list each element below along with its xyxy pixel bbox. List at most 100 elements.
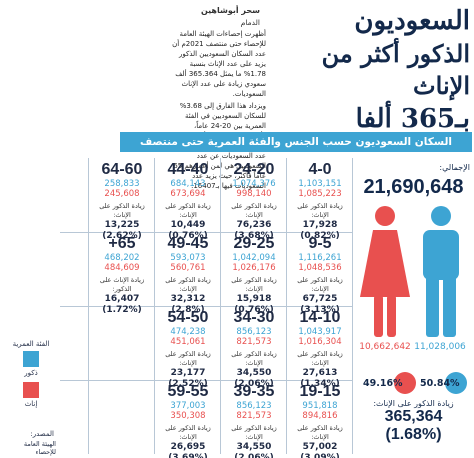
male-count: 468,202 (104, 253, 140, 263)
female-count: 998,140 (236, 189, 272, 199)
increase-label: زيادة الإناث على الذكور: (99, 276, 145, 293)
divider (352, 158, 353, 454)
female-percentage: 49.16% (363, 378, 403, 389)
headline-line-3: بـ365 ألفا (355, 104, 470, 134)
female-count: 673,694 (170, 189, 206, 199)
age-group-cell: 65+ 468,202 484,609 زيادة الإناث على الذ… (91, 235, 153, 316)
age-range: 39-35 (233, 383, 275, 400)
increase-label: زيادة الذكور على الإناث: (231, 350, 277, 367)
age-range: 65+ (108, 235, 136, 252)
age-group-cell: 9-5 1,116,261 1,048,536 زيادة الذكور على… (289, 235, 351, 316)
source-label: المصدر: (30, 430, 54, 438)
age-group-cell: 4-0 1,103,151 1,085,223 زيادة الذكور على… (289, 161, 351, 242)
age-range: 64-60 (101, 161, 143, 178)
female-swatch (394, 372, 416, 394)
female-count: 894,816 (302, 411, 338, 421)
male-count: 1,116,261 (298, 253, 342, 263)
increase-value: 27,613 (1.34%) (300, 368, 340, 389)
divider (60, 232, 352, 233)
increase-value: 57,002 (3.09%) (300, 442, 340, 458)
age-range: 19-15 (299, 383, 341, 400)
increase-label: زيادة الذكور على الإناث: (373, 399, 454, 408)
legend-title: الفئة العمرية (12, 340, 50, 348)
increase-value: 10,449 (0.76%) (168, 220, 208, 241)
male-count: 856,123 (236, 327, 272, 337)
increase-label: زيادة الذكور على الإناث: (165, 202, 211, 219)
headline-line-2: الذكور أكثر من الإناث (321, 39, 470, 100)
male-count: 474,238 (170, 327, 206, 337)
increase-value: 16,407 (1.72%) (102, 294, 142, 315)
age-group-cell: 64-60 258,833 245,608 زيادة الذكور على ا… (91, 161, 153, 242)
byline: سحر أبوشاهين (200, 6, 260, 15)
female-count: 560,761 (170, 263, 206, 273)
age-range: 14-10 (299, 309, 341, 326)
male-count: 1,042,094 (232, 253, 276, 263)
increase-label: زيادة الذكور على الإناث: (231, 202, 277, 219)
increase-label: زيادة الذكور على الإناث: (231, 424, 277, 441)
male-count: 593,073 (170, 253, 206, 263)
male-count: 951,818 (302, 401, 338, 411)
female-count: 821,573 (236, 411, 272, 421)
female-count: 245,608 (104, 189, 140, 199)
divider (60, 306, 352, 307)
age-group-cell: 14-10 1,043,917 1,016,304 زيادة الذكور ع… (289, 309, 351, 390)
headline-line-1: السعوديون (354, 6, 470, 36)
increase-label: زيادة الذكور على الإناث: (231, 276, 277, 293)
total-value: 21,690,648 (363, 176, 464, 198)
increase-value: 365,364 (1.68%) (384, 408, 443, 443)
male-count: 258,833 (104, 179, 140, 189)
age-range: 59-55 (167, 383, 209, 400)
male-count: 377,003 (170, 401, 206, 411)
age-group-cell: 59-55 377,003 350,308 زيادة الذكور على ا… (157, 383, 219, 458)
divider (60, 380, 352, 381)
female-total: 10,662,642 (359, 342, 411, 352)
legend-male-label: ذكور (24, 369, 38, 377)
increase-value: 34,550 (2.06%) (234, 368, 274, 389)
increase-value: 26,695 (3.69%) (168, 442, 208, 458)
age-group-cell: 34-30 856,123 821,573 زيادة الذكور على ا… (223, 309, 285, 390)
chart-banner: السكان السعوديون حسب الجنس والفئة العمري… (120, 132, 472, 168)
female-count: 1,026,176 (232, 263, 276, 273)
male-count: 856,123 (236, 401, 272, 411)
male-count: 684,143 (170, 179, 206, 189)
age-range: 24-20 (233, 161, 275, 178)
increase-label: زيادة الذكور على الإناث: (165, 276, 211, 293)
age-range: 44-40 (167, 161, 209, 178)
increase-value: 67,725 (3.13%) (300, 294, 340, 315)
female-count: 451,061 (170, 337, 206, 347)
increase-label: زيادة الذكور على الإناث: (297, 276, 343, 293)
male-figure-icon (423, 206, 459, 337)
age-group-cell: 49-45 593,073 560,761 زيادة الذكور على ا… (157, 235, 219, 316)
legend-female-label: إناث (24, 400, 38, 408)
age-range: 34-30 (233, 309, 275, 326)
male-swatch (445, 372, 467, 394)
increase-label: زيادة الذكور على الإناث: (165, 424, 211, 441)
male-count: 1,043,917 (298, 327, 342, 337)
age-group-cell: 19-15 951,818 894,816 زيادة الذكور على ا… (289, 383, 351, 458)
age-group-cell: 29-25 1,042,094 1,026,176 زيادة الذكور ع… (223, 235, 285, 316)
female-count: 1,085,223 (298, 189, 342, 199)
legend: الفئة العمرية ذكور إناث (6, 340, 56, 413)
increase-value: 32,312 (2.8%) (170, 294, 206, 315)
age-group-cell: 39-35 856,123 821,573 زيادة الذكور على ا… (223, 383, 285, 458)
age-range: 4-0 (308, 161, 332, 178)
age-range: 49-45 (167, 235, 209, 252)
increase-label: زيادة الذكور على الإناث: (99, 202, 145, 219)
dateline-city: الدمام (240, 18, 260, 27)
increase-value: 76,236 (3.68%) (234, 220, 274, 241)
female-count: 821,573 (236, 337, 272, 347)
age-range: 9-5 (308, 235, 332, 252)
increase-value: 34,550 (2.06%) (234, 442, 274, 458)
male-count: 1,103,151 (298, 179, 342, 189)
age-range: 29-25 (233, 235, 275, 252)
female-count: 1,048,536 (298, 263, 342, 273)
increase-label: زيادة الذكور على الإناث: (297, 350, 343, 367)
legend-female-swatch (23, 382, 39, 398)
increase-value: 13,225 (2.62%) (102, 220, 142, 241)
increase-label: زيادة الذكور على الإناث: (297, 424, 343, 441)
age-range: 54-50 (167, 309, 209, 326)
source-value: الهيئة العامة للإحصاء (23, 440, 56, 456)
increase-value: 15,918 (0.76%) (234, 294, 274, 315)
legend-male-swatch (23, 351, 39, 367)
